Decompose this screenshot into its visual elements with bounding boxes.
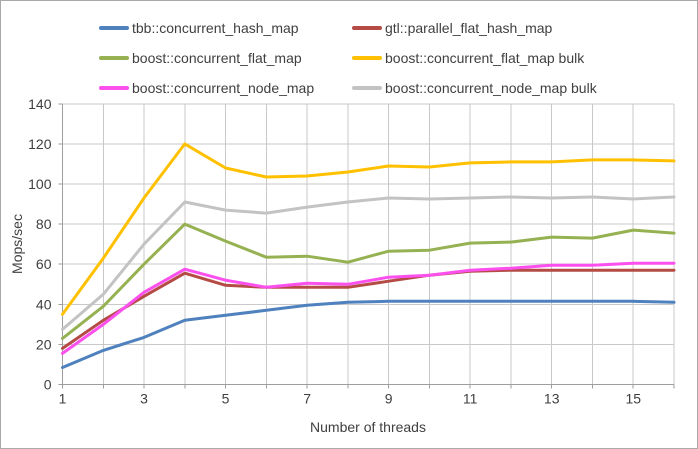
y-tick-label: 0 bbox=[44, 377, 52, 393]
legend-label: boost::concurrent_flat_map bulk bbox=[385, 50, 585, 66]
y-tick-labels: 0 20 40 60 80 100 120 140 bbox=[28, 96, 52, 393]
y-tick-label: 140 bbox=[28, 96, 52, 112]
legend-marker-line bbox=[352, 86, 382, 90]
legend-item-tbb-concurrent-hash-map: tbb::concurrent_hash_map bbox=[99, 13, 352, 43]
legend-item-boost-concurrent-flat-map: boost::concurrent_flat_map bbox=[99, 43, 352, 73]
x-tick-label: 3 bbox=[140, 391, 148, 407]
legend-label: gtl::parallel_flat_hash_map bbox=[385, 20, 553, 36]
legend-marker-line bbox=[99, 56, 129, 60]
y-tick-label: 120 bbox=[28, 136, 52, 152]
x-tick-label: 5 bbox=[222, 391, 230, 407]
series-line-boost-concurrent-flat-map bbox=[61, 222, 676, 340]
legend-label: boost::concurrent_flat_map bbox=[132, 50, 302, 66]
legend-label: boost::concurrent_node_map bbox=[132, 80, 315, 96]
legend-item-boost-concurrent-flat-map-bulk: boost::concurrent_flat_map bulk bbox=[352, 43, 597, 73]
legend-item-boost-concurrent-node-map-bulk: boost::concurrent_node_map bulk bbox=[352, 73, 597, 103]
gridlines bbox=[62, 103, 675, 385]
legend-label: boost::concurrent_node_map bulk bbox=[385, 80, 597, 96]
legend-marker-line bbox=[352, 56, 382, 60]
chart-legend: tbb::concurrent_hash_map gtl::parallel_fl… bbox=[99, 13, 597, 103]
axis-ticks bbox=[58, 103, 675, 389]
x-tick-label: 15 bbox=[625, 391, 641, 407]
legend-item-gtl-parallel-flat-hash-map: gtl::parallel_flat_hash_map bbox=[352, 13, 597, 43]
x-tick-label: 11 bbox=[463, 391, 478, 407]
x-tick-label: 1 bbox=[59, 391, 67, 407]
series-line-boost-concurrent-flat-map-bulk bbox=[61, 142, 676, 316]
axes bbox=[62, 103, 674, 385]
y-tick-label: 80 bbox=[36, 216, 52, 232]
x-tick-label: 9 bbox=[385, 391, 393, 407]
series-line-boost-concurrent-node-map bbox=[61, 261, 676, 355]
legend-label: tbb::concurrent_hash_map bbox=[132, 20, 299, 36]
x-tick-label: 13 bbox=[544, 391, 560, 407]
y-tick-label: 20 bbox=[36, 336, 52, 352]
legend-marker-line bbox=[99, 26, 129, 30]
x-axis-title: Number of threads bbox=[310, 419, 426, 435]
series-lines bbox=[61, 142, 676, 369]
y-tick-label: 40 bbox=[36, 296, 52, 312]
x-tick-labels: 1 3 5 7 9 11 13 15 bbox=[59, 391, 642, 407]
y-tick-label: 60 bbox=[36, 256, 52, 272]
legend-marker-line bbox=[99, 86, 129, 90]
y-axis-title: Mops/sec bbox=[9, 214, 25, 274]
legend-marker-line bbox=[352, 26, 382, 30]
series-line-gtl-parallel-flat-hash-map bbox=[61, 268, 676, 350]
legend-item-boost-concurrent-node-map: boost::concurrent_node_map bbox=[99, 73, 352, 103]
series-line-tbb-concurrent-hash-map bbox=[61, 299, 676, 369]
x-tick-label: 7 bbox=[303, 391, 311, 407]
series-line-boost-concurrent-node-map-bulk bbox=[61, 195, 676, 331]
y-tick-label: 100 bbox=[28, 176, 52, 192]
